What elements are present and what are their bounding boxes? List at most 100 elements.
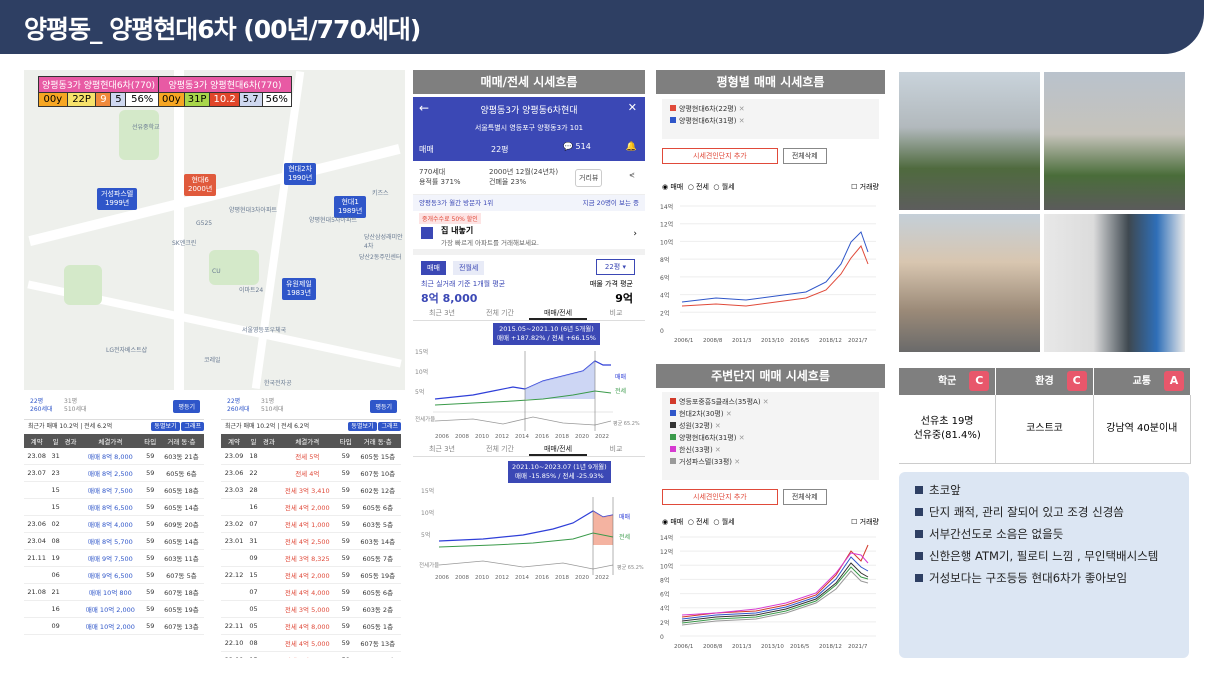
map-pin[interactable]: 현대6 2000년: [184, 174, 217, 196]
date-cell: [221, 600, 248, 618]
size-select[interactable]: 22평: [491, 145, 509, 154]
building-view-button[interactable]: 동별보기: [348, 422, 377, 431]
close-icon: ✕: [736, 434, 745, 442]
tab-period[interactable]: 전체 기간: [486, 445, 514, 453]
day-cell: 19: [49, 549, 62, 567]
table-row[interactable]: 23.08 31 매매 8억 8,000 59 603동 21층: [24, 448, 204, 465]
table-row[interactable]: 22.12 15 전세 4억 2,000 59 605동 19층: [221, 566, 401, 584]
column-header: 경과: [61, 434, 80, 448]
radio-jeonse[interactable]: ○ 전세: [687, 518, 709, 526]
table-row[interactable]: 09 매매 10억 2,000 59 607동 13층: [24, 617, 204, 635]
legend-item[interactable]: 거성파스텔(33평) ✕: [670, 456, 871, 468]
map-pin[interactable]: 현대2차 1990년: [284, 163, 317, 185]
tab-trade[interactable]: 매매: [421, 261, 446, 275]
table-row[interactable]: 23.03 28 전세 3억 3,410 59 602동 12층: [221, 481, 401, 499]
tab-rent[interactable]: 전월세: [453, 261, 485, 275]
grade-header: 학군 C: [899, 368, 997, 395]
table-row[interactable]: 07 전세 4억 4,000 59 605동 6층: [221, 583, 401, 601]
price-cell: 전세 3억 3,410: [277, 481, 337, 499]
share-icon[interactable]: ⋞: [629, 171, 635, 179]
building-view-button[interactable]: 동별보기: [151, 422, 180, 431]
table-row[interactable]: 23.09 18 전세 5억 59 605동 15층: [221, 448, 401, 465]
table-row[interactable]: 23.02 07 전세 4억 1,000 59 603동 5층: [221, 515, 401, 533]
map-panel[interactable]: 양평동3가 양평현대6차(770) 양평동3가 양평현대6차(770) 00y …: [24, 70, 405, 390]
graph-button[interactable]: 그래프: [378, 422, 401, 431]
legend-item[interactable]: 양평현대6차(22평) ✕: [670, 103, 871, 115]
legend-item[interactable]: 한신(33평) ✕: [670, 444, 871, 456]
back-icon[interactable]: ←: [419, 101, 430, 115]
tab-period[interactable]: 비교: [609, 445, 623, 453]
sell-card[interactable]: 중개수수료 50% 할인 집 내놓기 가장 빠르게 아파트를 거래해보세요. ›: [413, 211, 645, 255]
radio-monthly[interactable]: ○ 월세: [713, 518, 735, 526]
tab-period[interactable]: 최근 3년: [429, 445, 455, 453]
table-row[interactable]: 23.06 02 매매 8억 4,000 59 609동 20층: [24, 515, 204, 533]
floor-cell: 609동 20층: [158, 515, 204, 533]
date-cell: [24, 566, 50, 584]
status-cell: [61, 464, 80, 482]
street-view-button[interactable]: 거리뷰: [575, 169, 603, 187]
column-header: 거래 동·층: [354, 434, 401, 448]
day-cell: 05: [247, 600, 261, 618]
table-row[interactable]: 15 매매 8억 7,500 59 605동 18층: [24, 481, 204, 499]
delete-all-button[interactable]: 전체삭제: [782, 148, 827, 164]
legend-item[interactable]: 영등포중흥S클래스(35평A) ✕: [670, 396, 871, 408]
series-line: [681, 570, 869, 626]
legend-item[interactable]: 양평현대6차(31평) ✕: [670, 432, 871, 444]
bell-icon[interactable]: 🔔: [625, 142, 637, 152]
map-pin[interactable]: 현대1 1989년: [334, 196, 367, 218]
radio-trade[interactable]: ◉ 매매: [662, 183, 684, 191]
table-row[interactable]: 16 전세 4억 2,000 59 605동 6층: [221, 498, 401, 516]
legend-item[interactable]: 양평현대6차(31평) ✕: [670, 115, 871, 127]
price-cell: 매매 8억 6,500: [79, 498, 142, 516]
radio-trade[interactable]: ◉ 매매: [662, 518, 684, 526]
legend-item[interactable]: 성원(32평) ✕: [670, 420, 871, 432]
delete-all-button[interactable]: 전체삭제: [782, 489, 827, 505]
table-row[interactable]: 21.08 21 매매 10억 800 59 607동 18층: [24, 583, 204, 601]
floor-cell: 607동 13층: [354, 634, 401, 652]
visit-banner[interactable]: 양평동3가 월간 방문자 1위 지금 20명이 보는 중: [413, 195, 645, 211]
type-cell: 59: [336, 651, 355, 658]
graph-button[interactable]: 그래프: [181, 422, 204, 431]
table-row[interactable]: 23.06 22 전세 4억 59 607동 10층: [221, 464, 401, 482]
register-button[interactable]: 평등기: [173, 400, 200, 413]
volume-checkbox[interactable]: ☐ 거래량: [851, 183, 879, 191]
add-complex-button[interactable]: 시세견인단지 추가: [662, 148, 778, 164]
column-header: 타입: [336, 434, 355, 448]
table-row[interactable]: 09 전세 3억 8,325 59 605동 7층: [221, 549, 401, 567]
x-tick: 2006: [435, 575, 449, 581]
register-button[interactable]: 평등기: [370, 400, 397, 413]
column-header: 일: [49, 434, 62, 448]
size-dropdown[interactable]: 22평 ▾: [595, 259, 635, 275]
radio-monthly[interactable]: ○ 월세: [713, 183, 735, 191]
tab-period[interactable]: 매매/전세: [529, 305, 587, 320]
map-pin[interactable]: 유원제일 1983년: [282, 278, 316, 300]
table-row[interactable]: 21.11 19 매매 9억 7,500 59 603동 11층: [24, 549, 204, 567]
add-complex-button[interactable]: 시세견인단지 추가: [662, 489, 778, 505]
date-cell: [221, 498, 248, 516]
map-pin[interactable]: 거성파스텔 1999년: [97, 188, 138, 210]
tab-period[interactable]: 매매/전세: [529, 441, 587, 456]
table-row[interactable]: 06 매매 9억 6,500 59 607동 5층: [24, 566, 204, 584]
table-row[interactable]: 05 전세 3억 5,000 59 603동 2층: [221, 600, 401, 618]
table-row[interactable]: 16 매매 10억 2,000 59 605동 19층: [24, 600, 204, 618]
table-row[interactable]: 22.10 08 전세 4억 5,000 59 607동 13층: [221, 634, 401, 652]
status-cell: [260, 600, 278, 618]
volume-checkbox[interactable]: ☐ 거래량: [851, 518, 879, 526]
trade-jeonse-chart-1: 2015.05~2021.10 (6년 5개월) 매매 +187.82% / 전세…: [413, 321, 645, 441]
tab-period[interactable]: 최근 3년: [429, 309, 455, 317]
table-row[interactable]: 15 매매 8억 6,500 59 605동 14층: [24, 498, 204, 516]
radio-jeonse[interactable]: ○ 전세: [687, 183, 709, 191]
tab-period[interactable]: 비교: [609, 309, 623, 317]
tab-period[interactable]: 전체 기간: [486, 309, 514, 317]
legend-item[interactable]: 현대2차(30평) ✕: [670, 408, 871, 420]
table-row[interactable]: 22.0915 전세 4억 2,00059602동 19층: [221, 651, 401, 658]
table-row[interactable]: 22.11 05 전세 4억 8,000 59 605동 1층: [221, 617, 401, 635]
map-label: SK엔크린: [172, 240, 197, 247]
trade-type-select[interactable]: 매매: [419, 145, 434, 154]
table-row[interactable]: 23.07 23 매매 8억 2,500 59 605동 6층: [24, 464, 204, 482]
table-row[interactable]: 23.01 31 전세 4억 2,500 59 603동 14층: [221, 532, 401, 550]
comment-count[interactable]: 💬 514: [563, 142, 591, 151]
type-cell: 59: [141, 448, 159, 465]
close-icon[interactable]: ✕: [627, 101, 637, 114]
table-row[interactable]: 23.04 08 매매 8억 5,700 59 605동 14층: [24, 532, 204, 550]
